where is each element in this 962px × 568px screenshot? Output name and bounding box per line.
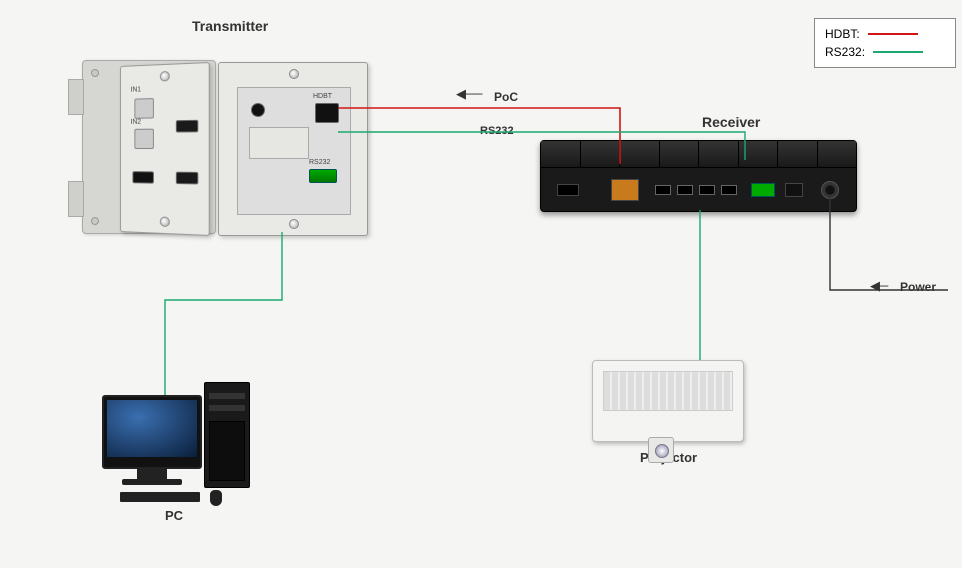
tx-select-button-2 bbox=[134, 129, 154, 149]
wire-rs232-tx-pc bbox=[165, 232, 282, 395]
rx-hdbt-in-port bbox=[611, 179, 639, 201]
rx-usb-port-2 bbox=[677, 185, 693, 195]
rx-dc-jack bbox=[821, 181, 839, 199]
pc-mouse bbox=[210, 490, 222, 506]
label-receiver: Receiver bbox=[702, 114, 760, 130]
tx-hdbt-out-port bbox=[315, 103, 339, 123]
tx-rs232-terminal bbox=[309, 169, 337, 183]
legend-swatch-hdbt bbox=[868, 33, 918, 35]
tx-dc-jack bbox=[251, 103, 265, 117]
pc-tower bbox=[204, 382, 250, 488]
rx-usb-port-1 bbox=[655, 185, 671, 195]
projector-unit bbox=[592, 360, 744, 442]
label-poc: PoC bbox=[494, 90, 518, 104]
rx-usb-port-4 bbox=[721, 185, 737, 195]
rx-hdmi-out-port bbox=[557, 184, 579, 196]
legend-label-rs232: RS232: bbox=[825, 45, 865, 59]
tx-usb-port bbox=[132, 171, 153, 183]
pc-keyboard bbox=[120, 492, 200, 502]
tx-hdmi-port-1 bbox=[176, 120, 198, 133]
legend-row-rs232: RS232: bbox=[825, 43, 945, 61]
rx-usb-port-3 bbox=[699, 185, 715, 195]
receiver-unit bbox=[540, 140, 857, 212]
legend-row-hdbt: HDBT: bbox=[825, 25, 945, 43]
rx-fw-port bbox=[785, 183, 803, 197]
projector-lens bbox=[648, 437, 674, 463]
arrow-poc: ◀── bbox=[456, 86, 481, 102]
rx-rs232-terminal bbox=[751, 183, 775, 197]
legend-label-hdbt: HDBT: bbox=[825, 27, 860, 41]
label-pc: PC bbox=[165, 508, 183, 523]
label-power: Power bbox=[900, 280, 936, 294]
tx-select-button-1 bbox=[134, 98, 154, 119]
label-transmitter: Transmitter bbox=[192, 18, 268, 34]
tx-hdmi-port-2 bbox=[176, 172, 198, 185]
legend-box: HDBT: RS232: bbox=[814, 18, 956, 68]
pc-monitor bbox=[102, 395, 202, 469]
transmitter-rear-plate: HDBT RS232 bbox=[218, 62, 368, 236]
projector-vent bbox=[603, 371, 733, 411]
arrow-power: ◀─ bbox=[870, 278, 887, 294]
label-rs232-link: RS232 bbox=[480, 125, 514, 137]
legend-swatch-rs232 bbox=[873, 51, 923, 53]
transmitter-front-plate: IN1 IN2 bbox=[120, 62, 210, 236]
